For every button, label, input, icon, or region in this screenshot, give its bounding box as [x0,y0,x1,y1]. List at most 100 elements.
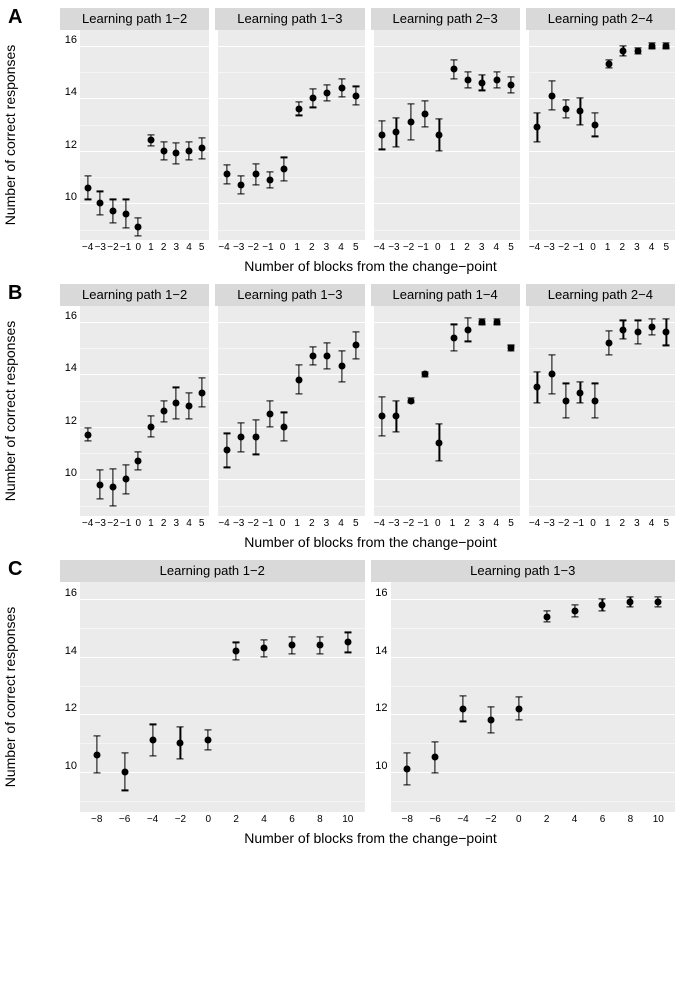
panel-strip-title: Learning path 1−4 [371,284,520,306]
data-point [93,751,100,758]
data-point [316,642,323,649]
plot-area [374,30,520,240]
facet-panel: Learning path 1−210121416−8−6−4−20246810 [60,560,365,828]
data-point [198,145,205,152]
data-point [487,717,494,724]
data-point [606,61,613,68]
data-point [663,329,670,336]
data-point [534,384,541,391]
x-axis-title: Number of blocks from the change−point [60,258,681,274]
data-point [599,602,606,609]
data-point [465,76,472,83]
data-point [109,484,116,491]
data-point [508,82,515,89]
data-point [450,66,457,73]
facet-panel: Learning path 1−4−4−3−2−1012345 [371,284,520,532]
data-point [281,423,288,430]
row-c: C Number of correct responses Learning pat… [4,560,681,846]
data-point [147,423,154,430]
plot-area [529,306,675,516]
data-point [548,371,555,378]
panel-strip-title: Learning path 1−2 [60,284,209,306]
data-point [97,200,104,207]
row-label: C [8,558,22,581]
x-tick-labels: −4−3−2−1012345 [526,240,675,256]
plot-wrap [526,30,675,240]
data-point [109,208,116,215]
data-point [571,607,578,614]
panel-strip-title: Learning path 1−3 [215,284,364,306]
data-point [379,413,386,420]
plot-wrap [215,306,364,516]
data-point [147,137,154,144]
y-axis-title: Number of correct responses [2,607,18,788]
data-point [577,108,584,115]
data-point [135,457,142,464]
data-point [432,754,439,761]
data-point [534,124,541,131]
data-point [591,121,598,128]
data-point [634,329,641,336]
data-point [295,105,302,112]
data-point [266,176,273,183]
panels-container: Learning path 1−210121416−4−3−2−1012345L… [60,284,675,532]
data-point [177,740,184,747]
y-tick-labels: 10121416 [60,30,80,240]
plot-area [80,306,209,516]
data-point [185,147,192,154]
data-point [149,737,156,744]
data-point [160,147,167,154]
x-tick-labels: −8−6−4−20246810 [391,812,676,828]
data-point [563,397,570,404]
data-point [238,434,245,441]
x-tick-labels: −4−3−2−1012345 [215,516,364,532]
panels-container: Learning path 1−210121416−8−6−4−20246810… [60,560,675,828]
plot-wrap: 10121416 [371,582,676,812]
data-point [135,223,142,230]
plot-area [80,30,209,240]
facet-panel: Learning path 2−4−4−3−2−1012345 [526,284,675,532]
row-a: ANumber of correct responsesLearning pat… [4,8,681,274]
row-label: A [8,6,22,29]
plot-wrap: 10121416 [60,30,209,240]
data-point [223,447,230,454]
data-point [309,352,316,359]
data-point [620,326,627,333]
panel-strip-title: Learning path 2−4 [526,8,675,30]
plot-area [374,306,520,516]
data-point [352,92,359,99]
data-point [281,166,288,173]
data-point [84,184,91,191]
data-point [198,389,205,396]
data-point [160,408,167,415]
data-point [479,79,486,86]
facet-panel: Learning path 2−4 −4−3−2−1012345 [526,8,675,256]
plot-wrap [371,30,520,240]
data-point [233,648,240,655]
data-point [479,318,486,325]
plot-wrap [215,30,364,240]
panel-strip-title: Learning path 2−4 [526,284,675,306]
data-point [122,210,129,217]
data-point [352,342,359,349]
facet-panel: Learning path 1−210121416−4−3−2−1012345 [60,8,209,256]
plot-wrap: 10121416 [60,306,209,516]
plot-area [529,30,675,240]
panel-strip-title: Learning path 1−2 [60,8,209,30]
figure-root: A Number of correct responses Learning pat… [0,0,685,862]
data-point [543,613,550,620]
data-point [288,642,295,649]
data-point [295,376,302,383]
y-axis-title: Number of correct responses [2,321,18,502]
data-point [238,181,245,188]
data-point [460,705,467,712]
y-tick-labels: 10121416 [60,582,80,812]
facet-panel: Learning path 1−210121416−4−3−2−1012345 [60,284,209,532]
plot-wrap [371,306,520,516]
data-point [436,439,443,446]
facet-panel: Learning path 1−3−4−3−2−1012345 [215,8,364,256]
data-point [465,326,472,333]
panel-strip-title: Learning path 2−3 [371,8,520,30]
plot-area [80,582,365,812]
x-tick-labels: −4−3−2−1012345 [80,240,209,256]
